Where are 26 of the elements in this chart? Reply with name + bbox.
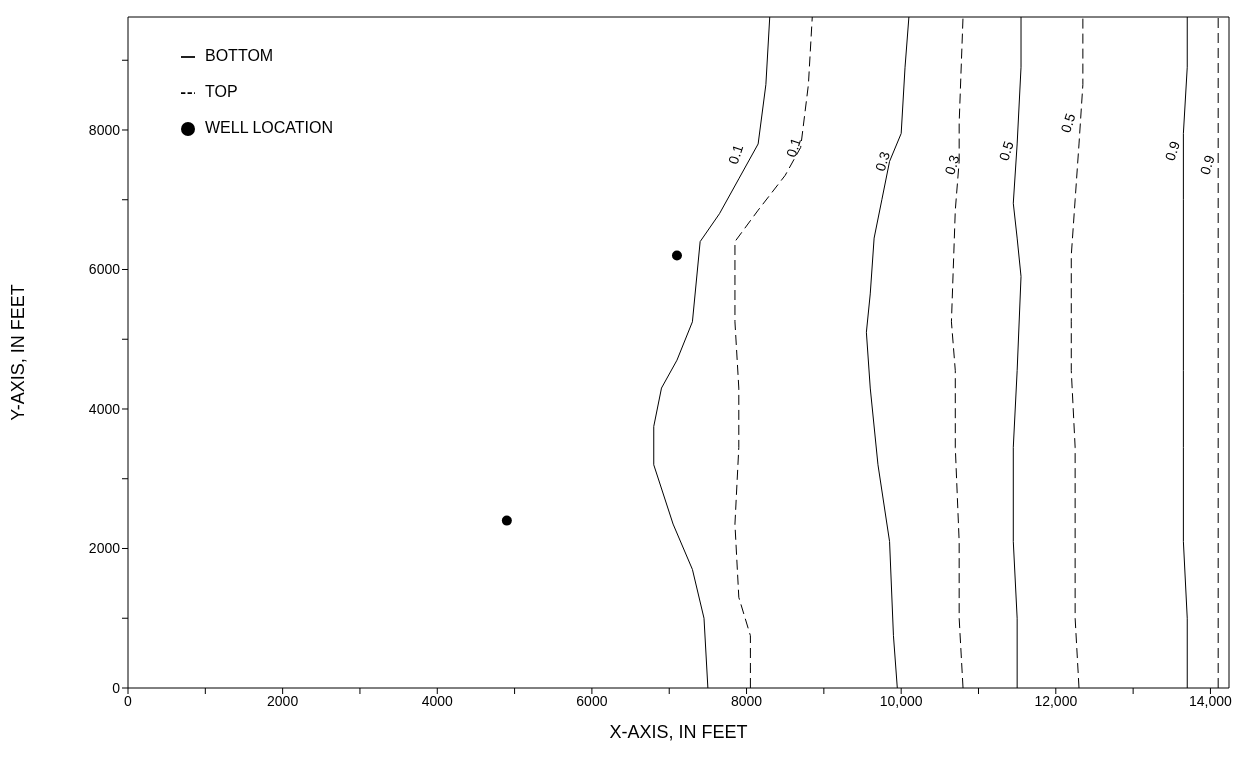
x-tick-label: 6000 <box>576 692 608 709</box>
x-tick-label: 12,000 <box>1034 692 1078 709</box>
y-tick-label: 4000 <box>88 400 121 417</box>
annotation: 0.3 <box>941 152 963 177</box>
annotation: 0.1 <box>724 142 747 167</box>
y-tick-label: 0 <box>112 679 121 696</box>
annotation: 0.5 <box>1057 111 1079 135</box>
legend-label: BOTTOM <box>205 46 275 66</box>
annotation: 0.3 <box>871 149 894 174</box>
annotation: 0.1 <box>782 135 805 160</box>
y-tick-label: 8000 <box>88 121 121 138</box>
x-tick-label: 2000 <box>267 692 299 709</box>
annotation: 0.5 <box>995 138 1017 163</box>
legend-label: TOP <box>205 82 239 102</box>
x-tick-label: 10,000 <box>879 692 923 709</box>
x-tick-label: 0 <box>124 692 133 709</box>
x-tick-label: 4000 <box>421 692 454 709</box>
y-tick-label: 2000 <box>88 540 121 557</box>
x-tick-label: 14,000 <box>1189 692 1233 709</box>
x-tick-label: 8000 <box>730 692 763 709</box>
y-axis-title: Y-AXIS, IN FEET <box>8 284 29 421</box>
annotation: 0.9 <box>1196 152 1218 177</box>
legend-label: WELL LOCATION <box>205 118 335 138</box>
x-axis-title: X-AXIS, IN FEET <box>609 722 748 742</box>
y-tick-label: 6000 <box>88 261 121 278</box>
annotation: 0.9 <box>1161 138 1184 163</box>
